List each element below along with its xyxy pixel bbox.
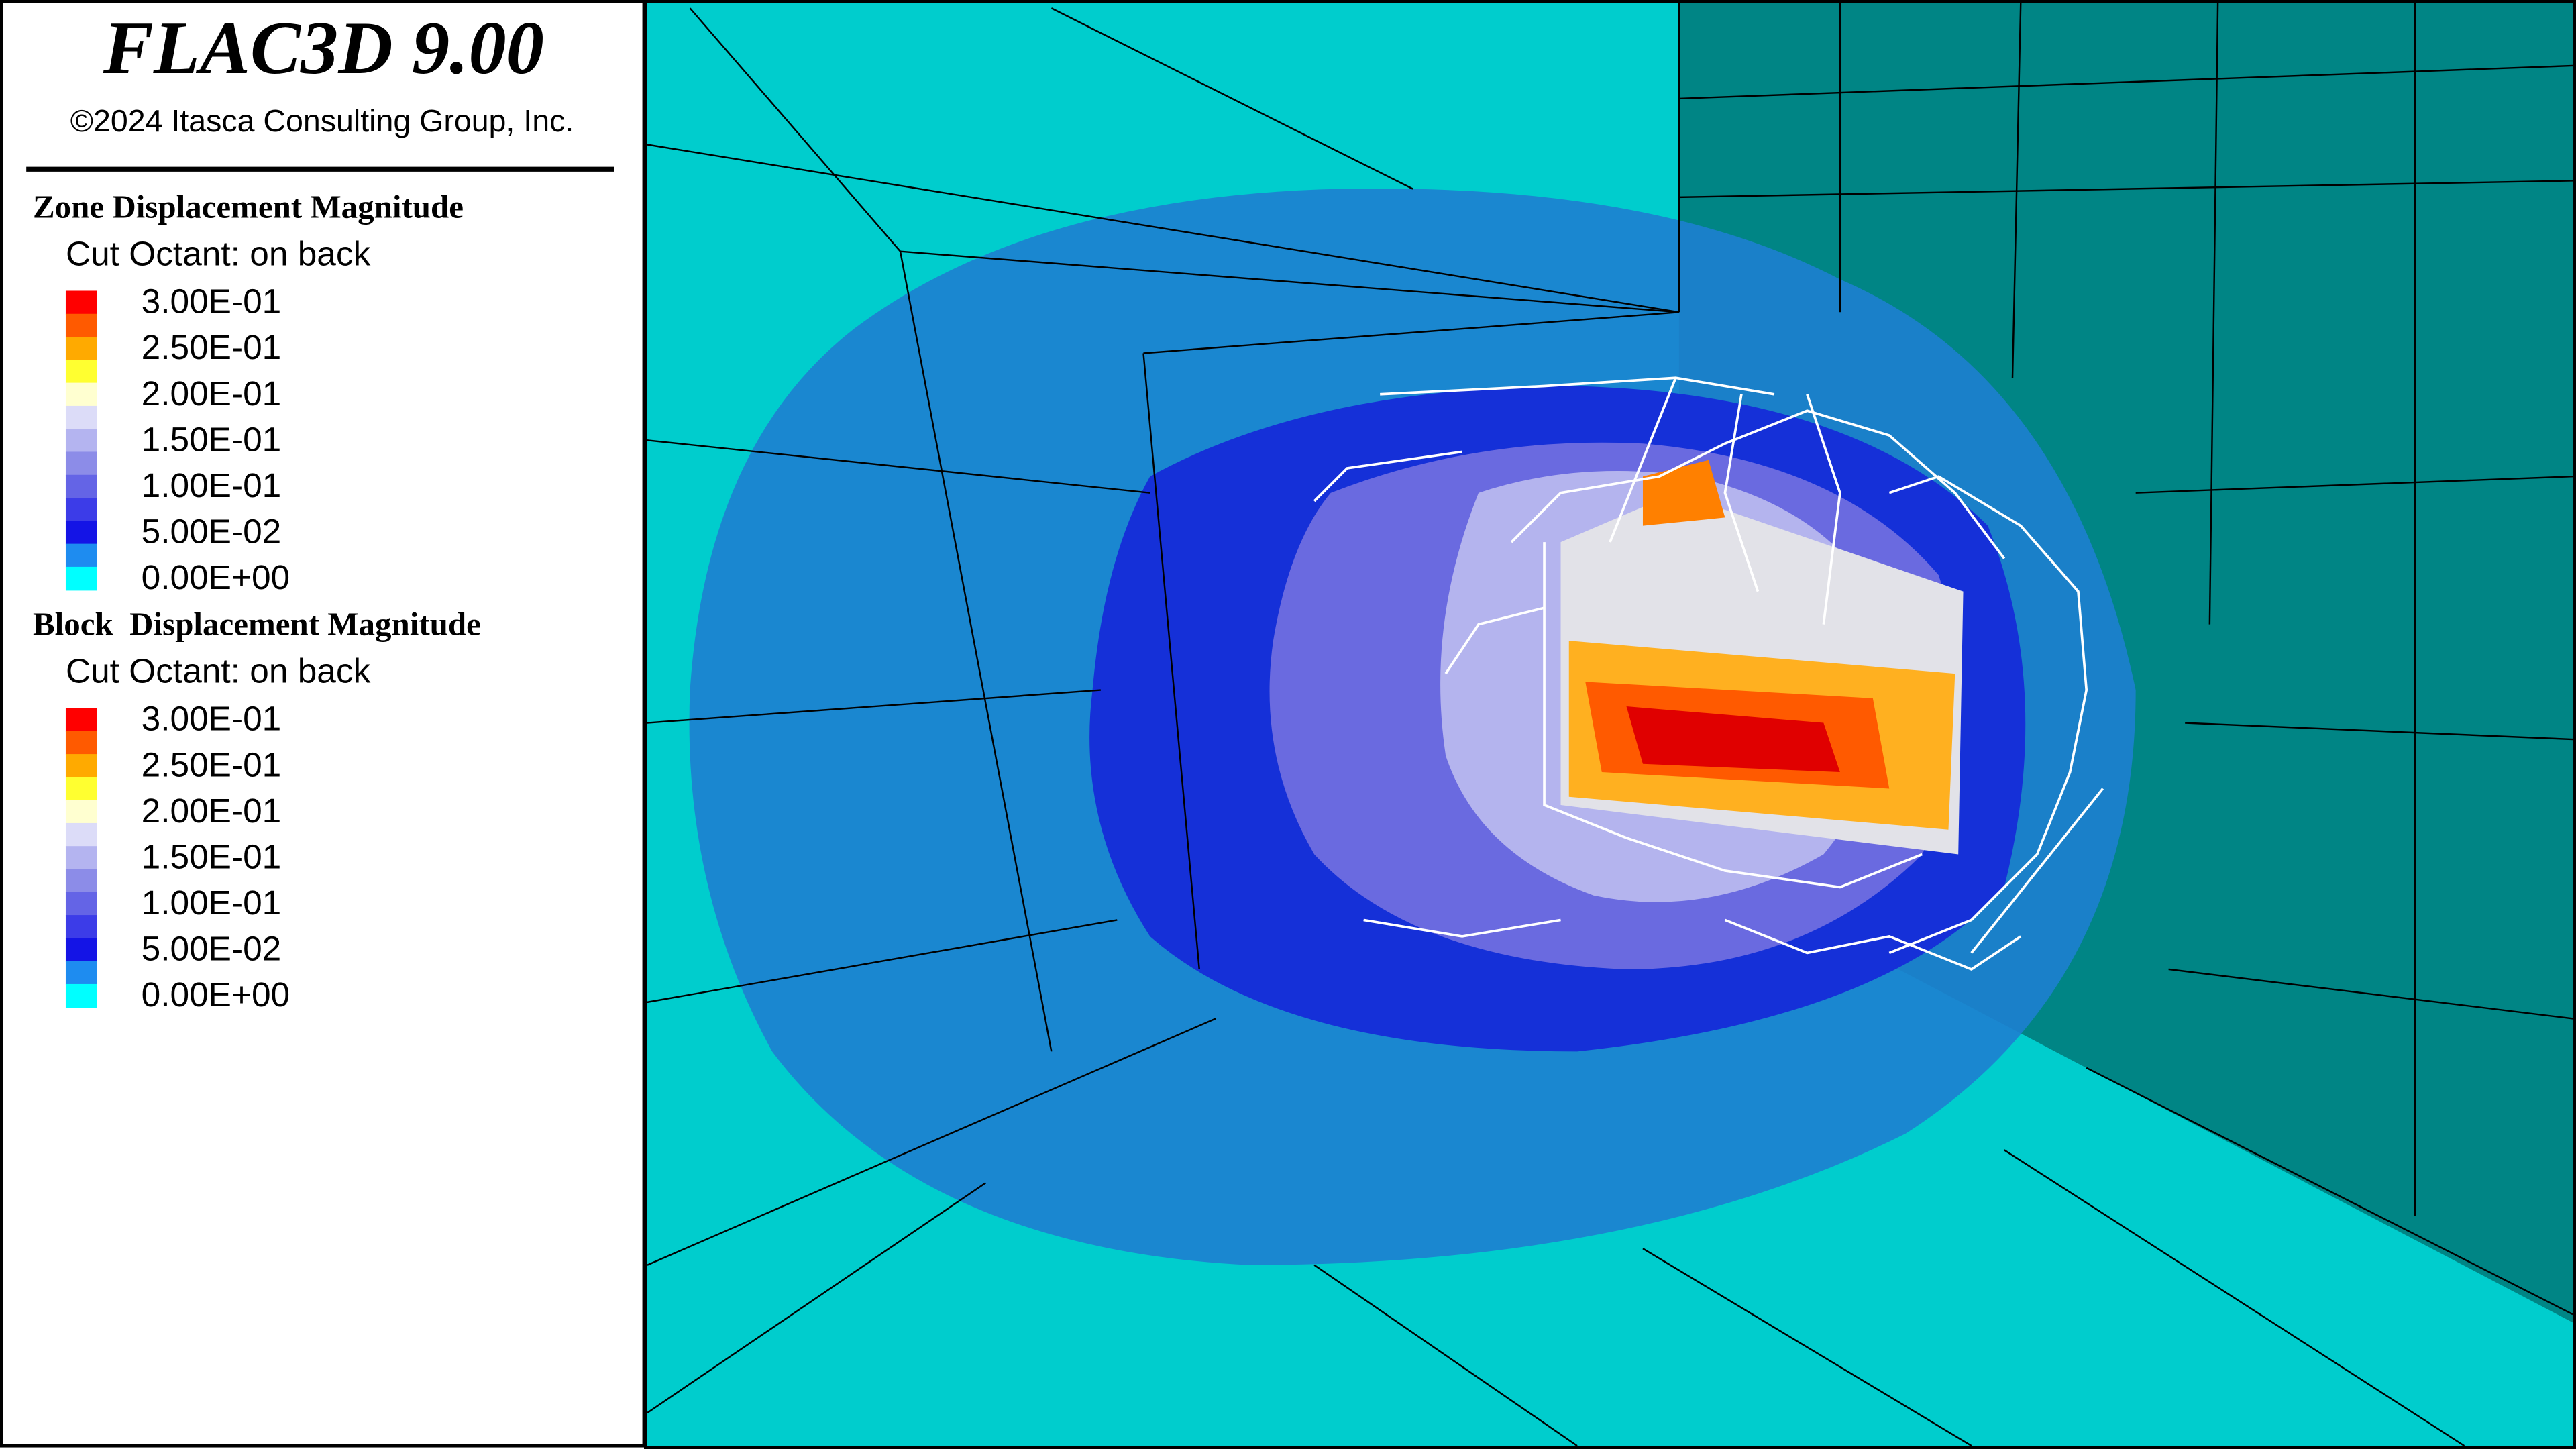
legend-panel [0, 0, 646, 1448]
app-title: FLAC3D 9.00 [103, 7, 544, 90]
legend-subtitle: Cut Octant: on back [66, 651, 371, 690]
excavation-floor [1626, 706, 1840, 773]
legend-label: 3.00E-01 [142, 282, 282, 321]
viewport [647, 3, 2573, 1447]
legend-swatch [65, 961, 97, 985]
excavation-roof [1642, 460, 1725, 526]
legend-swatch [65, 382, 97, 407]
legend-swatch [65, 521, 97, 545]
legend-label: 2.00E-01 [142, 374, 282, 413]
legend-label: 2.50E-01 [142, 745, 282, 784]
legend-label: 0.00E+00 [142, 975, 290, 1014]
legend-swatch [65, 451, 97, 476]
legend-swatch [65, 566, 97, 591]
legend-swatch [65, 360, 97, 384]
legend-swatch [65, 777, 97, 801]
legend-swatch [65, 474, 97, 499]
legend-title: Zone Displacement Magnitude [33, 189, 464, 225]
block-wireframe [1313, 376, 2104, 971]
legend-swatch [65, 429, 97, 453]
legend-swatch [65, 313, 97, 338]
legend-title: Block Displacement Magnitude [33, 606, 481, 643]
mesh-lines [647, 3, 2573, 1447]
legend-swatch [65, 846, 97, 870]
legend-label: 1.00E-01 [142, 883, 282, 922]
legend-swatch [65, 731, 97, 755]
legend-swatch [65, 822, 97, 847]
legend-label: 5.00E-02 [142, 511, 282, 550]
legend-label: 3.00E-01 [142, 699, 282, 738]
legend-label: 1.50E-01 [142, 837, 282, 875]
legend-swatch [65, 938, 97, 962]
legend-swatch [65, 708, 97, 733]
legend-label: 5.00E-02 [142, 929, 282, 968]
legend-swatch [65, 983, 97, 1008]
legend-swatch [65, 337, 97, 361]
legend-swatch [65, 869, 97, 894]
legends: Zone Displacement Magnitude Cut Octant: o… [33, 189, 481, 1014]
legend-swatch [65, 498, 97, 522]
legend-label: 2.00E-01 [142, 791, 282, 830]
legend-swatch [65, 543, 97, 568]
legend-swatch [65, 754, 97, 778]
legend-label: 2.50E-01 [142, 327, 282, 366]
legend-swatch [65, 290, 97, 315]
legend-label: 0.00E+00 [142, 557, 290, 596]
legend-swatch [65, 405, 97, 430]
legend-swatch [65, 800, 97, 824]
copyright: ©2024 Itasca Consulting Group, Inc. [70, 103, 574, 138]
legend-label: 1.00E-01 [142, 466, 282, 504]
legend-label: 1.50E-01 [142, 419, 282, 458]
legend-subtitle: Cut Octant: on back [66, 234, 371, 273]
viewport-frame [644, 0, 2576, 1449]
legend-swatch [65, 915, 97, 939]
legend-swatch [65, 892, 97, 916]
